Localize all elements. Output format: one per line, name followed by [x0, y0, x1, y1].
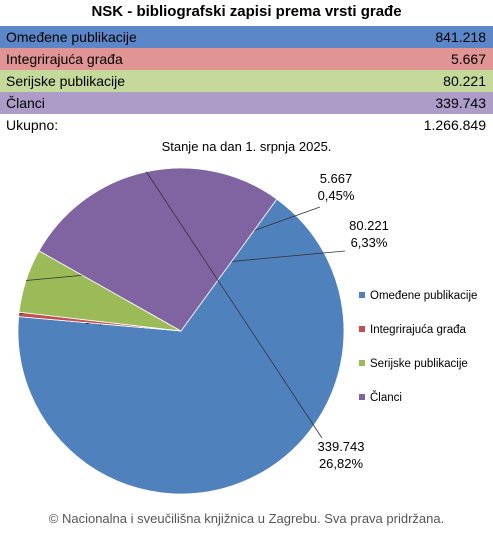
pie-slice-3	[38, 167, 278, 332]
slice-percent-label-3: 26,82%	[319, 456, 364, 471]
legend-label-2: Serijske publikacije	[370, 358, 468, 370]
total-label: Ukupno:	[6, 117, 59, 133]
row-value: 5.667	[450, 51, 486, 67]
table-row-total: Ukupno: 1.266.849	[0, 114, 493, 136]
slice-value-label-2: 80.221	[349, 218, 389, 233]
summary-table: Omeđene publikacije 841.218 Integrirajuć…	[0, 26, 493, 136]
table-row-integrirajuca: Integrirajuća građa 5.667	[0, 48, 493, 70]
table-row-clanci: Članci 339.743	[0, 92, 493, 114]
pie-chart: 841.21866,40%5.6670,45%80.2216,33%339.74…	[17, 167, 477, 495]
chart-subtitle: Stanje na dan 1. srpnja 2025.	[161, 139, 332, 154]
legend-swatch-1	[359, 326, 365, 332]
table-row-serijske: Serijske publikacije 80.221	[0, 70, 493, 92]
legend-label-1: Integrirajuća građa	[370, 324, 466, 336]
row-value: 339.743	[435, 95, 486, 111]
slice-percent-label-1: 0,45%	[318, 188, 355, 203]
row-value: 841.218	[435, 29, 486, 45]
legend-swatch-2	[359, 360, 365, 366]
total-value: 1.266.849	[423, 117, 486, 133]
slice-value-label-1: 5.667	[320, 171, 353, 186]
table-row-omedene: Omeđene publikacije 841.218	[0, 26, 493, 48]
pie-slice-0	[17, 198, 345, 495]
row-label: Omeđene publikacije	[6, 29, 137, 45]
row-label: Serijske publikacije	[6, 73, 126, 89]
row-label: Članci	[6, 95, 45, 111]
legend-swatch-3	[359, 394, 365, 400]
legend-label-3: Članci	[370, 391, 402, 404]
leader-line-3	[146, 171, 323, 439]
slice-percent-label-2: 6,33%	[351, 235, 388, 250]
copyright-footer: © Nacionalna i sveučilišna knjižnica u Z…	[48, 511, 445, 526]
row-label: Integrirajuća građa	[6, 51, 123, 67]
slice-value-label-3: 339.743	[318, 439, 365, 454]
row-value: 80.221	[443, 73, 486, 89]
chart-title: NSK - bibliografski zapisi prema vrsti g…	[91, 3, 402, 20]
legend-label-0: Omeđene publikacije	[370, 290, 477, 302]
legend-swatch-0	[359, 292, 365, 298]
